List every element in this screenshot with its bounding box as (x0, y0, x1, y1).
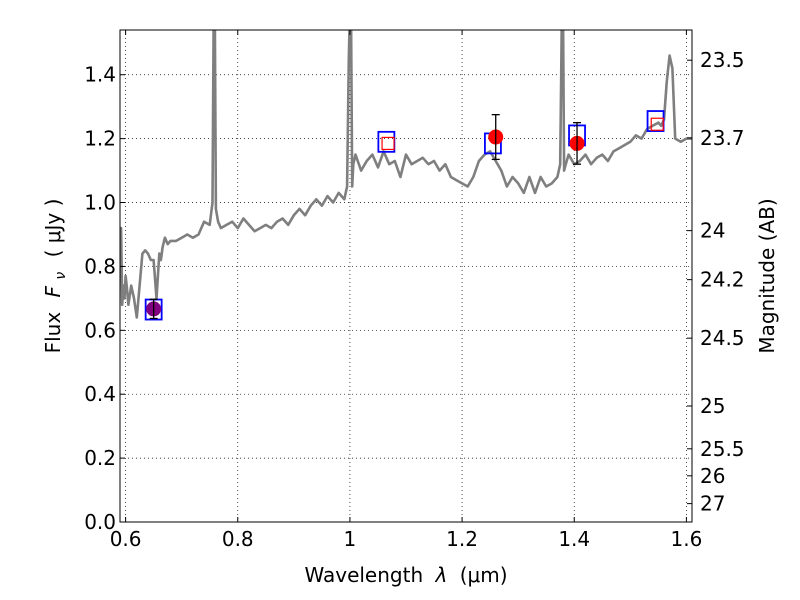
y-tick-label: 1.2 (84, 127, 116, 151)
x-tick-label: 0.8 (222, 527, 254, 551)
y2-tick-label: 27 (700, 492, 725, 516)
y-tick-label: 0.8 (84, 254, 116, 278)
x-tick-label: 1 (344, 527, 357, 551)
x-tick-label: 0.6 (110, 527, 142, 551)
y-tick-label: 0.0 (84, 510, 116, 534)
y-tick-label: 0.4 (84, 382, 116, 406)
y-tick-label: 1.4 (84, 63, 116, 87)
x-tick-label: 1.6 (670, 527, 702, 551)
model-square-red (650, 117, 664, 131)
y2-tick-label: 23.5 (700, 48, 745, 72)
y2-axis-label: Magnitude (AB) (755, 198, 779, 353)
y2-tick-label: 24 (700, 219, 725, 243)
y2-tick-label: 23.7 (700, 126, 745, 150)
y2-tick-label: 24.2 (700, 268, 745, 292)
y-tick-label: 1.0 (84, 191, 116, 215)
plot-area (120, 30, 692, 321)
model-square-red (381, 136, 395, 151)
plot-frame (119, 29, 693, 523)
y-tick-label: 0.2 (84, 446, 116, 470)
x-tick-label: 1.4 (558, 527, 590, 551)
grid (120, 30, 692, 522)
y2-tick-label: 24.5 (700, 326, 745, 350)
y2-tick-label: 26 (700, 464, 725, 488)
spectrum-line (120, 30, 692, 319)
x-axis-label: Wavelength λ (μm) (304, 563, 507, 587)
y2-tick-label: 25 (700, 394, 725, 418)
x-tick-label: 1.2 (446, 527, 478, 551)
y-axis-label: Flux F ν ( μJy ) (41, 199, 70, 354)
y2-tick-label: 25.5 (700, 437, 745, 461)
y-tick-label: 0.6 (84, 318, 116, 342)
axis-ticks (120, 30, 692, 523)
